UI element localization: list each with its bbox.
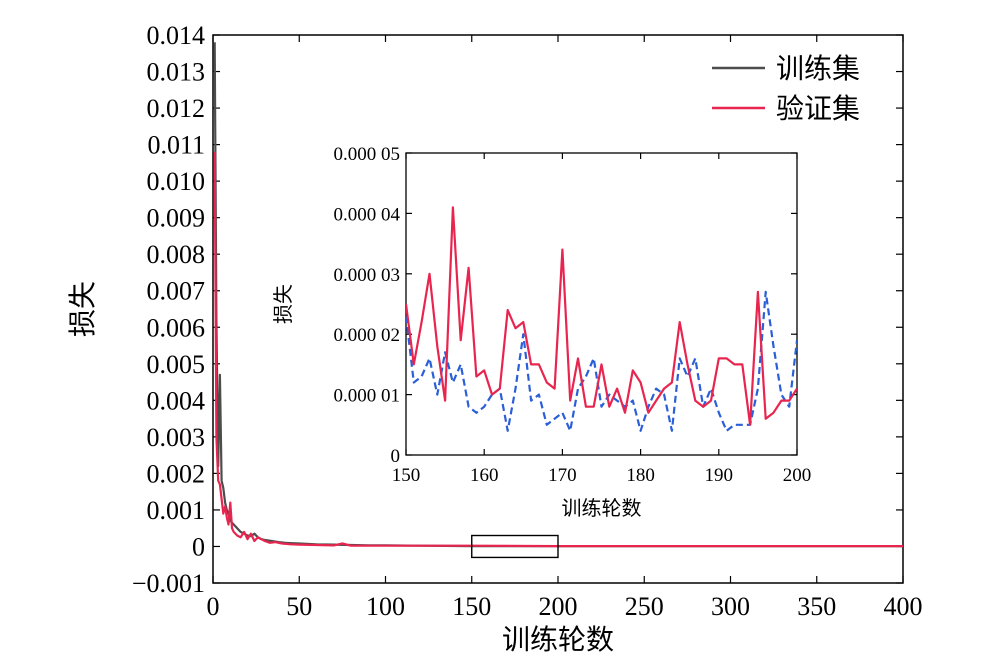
main-x-tick-label: 50 <box>286 592 312 621</box>
inset-x-tick-label: 170 <box>548 465 577 486</box>
inset-x-tick-label: 190 <box>705 465 734 486</box>
main-y-tick-label: 0.010 <box>147 167 206 196</box>
main-x-tick-label: 150 <box>452 592 491 621</box>
inset-series-line-train <box>406 290 797 432</box>
main-y-tick-label: 0.013 <box>147 58 206 87</box>
main-x-tick-label: 300 <box>711 592 750 621</box>
main-y-tick-label: 0.002 <box>147 459 206 488</box>
main-x-tick-label: 400 <box>884 592 923 621</box>
main-y-tick-label: 0.012 <box>147 94 206 123</box>
main-x-tick-label: 200 <box>539 592 578 621</box>
main-y-tick-label: 0.004 <box>147 386 206 415</box>
main-y-tick-label: 0.006 <box>147 313 206 342</box>
main-x-tick-label: 100 <box>366 592 405 621</box>
inset-x-tick-label: 180 <box>626 465 655 486</box>
inset-x-axis-label: 训练轮数 <box>562 497 642 520</box>
inset-plot: 150 160 170 180 190 200 0 0.000 01 0.000 02 0.000… <box>272 144 811 520</box>
inset-x-tick-label: 150 <box>392 465 421 486</box>
inset-y-axis-label: 损失 <box>272 284 295 324</box>
legend-label-train: 训练集 <box>776 53 860 85</box>
main-y-tick-label: 0.008 <box>147 240 206 269</box>
inset-y-tick-label: 0.000 04 <box>334 204 401 225</box>
main-series-line-val <box>213 151 903 548</box>
main-plot: 0 50 100 150 200 250 300 350 400−0.00100.0010.00… <box>67 21 923 656</box>
inset-series-line-val <box>406 206 797 426</box>
main-y-tick-label: 0.005 <box>147 350 206 379</box>
inset-y-tick-label: 0.000 03 <box>334 265 401 286</box>
main-y-axis-label: 损失 <box>67 281 99 337</box>
main-y-tick-label: 0.007 <box>147 277 206 306</box>
inset-y-tick-label: 0.000 02 <box>334 325 401 346</box>
main-y-tick-label: 0.009 <box>147 204 206 233</box>
zoom-box <box>471 534 559 559</box>
main-x-tick-label: 0 <box>207 592 220 621</box>
inset-y-tick-label: 0.000 01 <box>334 386 401 407</box>
inset-y-tick-label: 0.000 05 <box>334 144 401 165</box>
main-y-tick-label: 0.014 <box>147 21 206 50</box>
main-y-tick-label: 0 <box>192 532 205 561</box>
inset-y-tick-label: 0 <box>391 446 401 467</box>
main-y-tick-label: 0.003 <box>147 423 206 452</box>
main-x-axis-label: 训练轮数 <box>502 624 614 656</box>
main-x-tick-label: 350 <box>797 592 836 621</box>
main-y-tick-label: 0.001 <box>147 496 206 525</box>
main-y-tick-label: −0.001 <box>132 569 205 598</box>
inset-x-tick-label: 160 <box>470 465 499 486</box>
main-x-tick-label: 250 <box>625 592 664 621</box>
inset-x-tick-label: 200 <box>783 465 812 486</box>
main-y-tick-label: 0.011 <box>147 131 205 160</box>
legend-label-val: 验证集 <box>776 93 860 125</box>
